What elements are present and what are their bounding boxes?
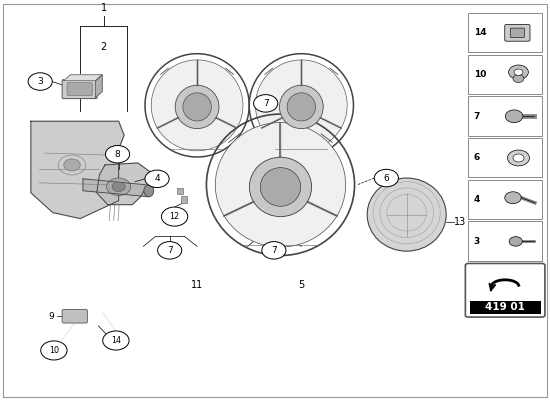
Circle shape [112,182,125,192]
Circle shape [513,154,524,162]
Text: 3: 3 [37,77,43,86]
Ellipse shape [255,60,347,151]
Ellipse shape [144,185,154,197]
Bar [468,13,542,52]
Circle shape [262,242,286,259]
Bar [470,301,541,314]
Circle shape [145,170,169,188]
Bar [468,180,542,219]
Bar [180,196,187,203]
Text: 6: 6 [474,154,480,162]
Text: 4: 4 [154,174,160,183]
Text: 10: 10 [474,70,486,79]
Bar [468,138,542,177]
Circle shape [106,146,130,163]
Text: 419 01: 419 01 [485,302,525,312]
Circle shape [103,331,129,350]
Text: 7: 7 [167,246,173,255]
Polygon shape [64,75,102,81]
Bar [177,188,183,194]
Bar [468,221,542,261]
Ellipse shape [279,85,323,128]
Text: 13: 13 [454,217,466,227]
Text: 10: 10 [49,346,59,355]
Circle shape [513,74,524,82]
Circle shape [162,207,188,226]
FancyBboxPatch shape [62,80,97,98]
FancyBboxPatch shape [465,264,545,317]
Text: 2: 2 [101,42,107,52]
Circle shape [505,192,521,204]
Bar [468,96,542,136]
Text: 7: 7 [474,112,480,121]
Text: 14: 14 [111,336,121,345]
Text: 12: 12 [169,212,180,221]
Ellipse shape [151,60,243,151]
Text: 14: 14 [474,28,486,37]
Ellipse shape [249,157,312,217]
Polygon shape [31,121,124,218]
Circle shape [508,150,530,166]
Ellipse shape [215,122,345,247]
FancyBboxPatch shape [510,28,525,38]
Text: 3: 3 [474,237,480,246]
Text: 6: 6 [383,174,389,182]
Text: 7: 7 [271,246,277,255]
Text: 5: 5 [298,280,305,290]
FancyBboxPatch shape [62,310,87,323]
Polygon shape [83,179,149,197]
FancyBboxPatch shape [505,24,530,41]
Circle shape [41,341,67,360]
FancyBboxPatch shape [67,83,92,96]
Circle shape [505,110,523,123]
Circle shape [375,169,398,187]
Polygon shape [97,163,152,205]
Ellipse shape [367,178,446,251]
Circle shape [509,65,529,79]
Circle shape [64,159,80,171]
Ellipse shape [287,93,316,121]
Ellipse shape [183,93,211,121]
Circle shape [254,95,278,112]
Ellipse shape [175,85,219,128]
Text: 11: 11 [191,280,203,290]
Circle shape [509,237,522,246]
Circle shape [158,242,182,259]
Text: 4: 4 [474,195,480,204]
Ellipse shape [260,168,301,206]
Bar [468,54,542,94]
Text: 8: 8 [114,150,120,159]
Text: 9: 9 [48,312,54,321]
Circle shape [107,178,131,196]
Text: 1: 1 [101,3,107,13]
Circle shape [28,73,52,90]
Text: 7: 7 [263,99,268,108]
Polygon shape [96,75,102,98]
Circle shape [514,69,523,75]
